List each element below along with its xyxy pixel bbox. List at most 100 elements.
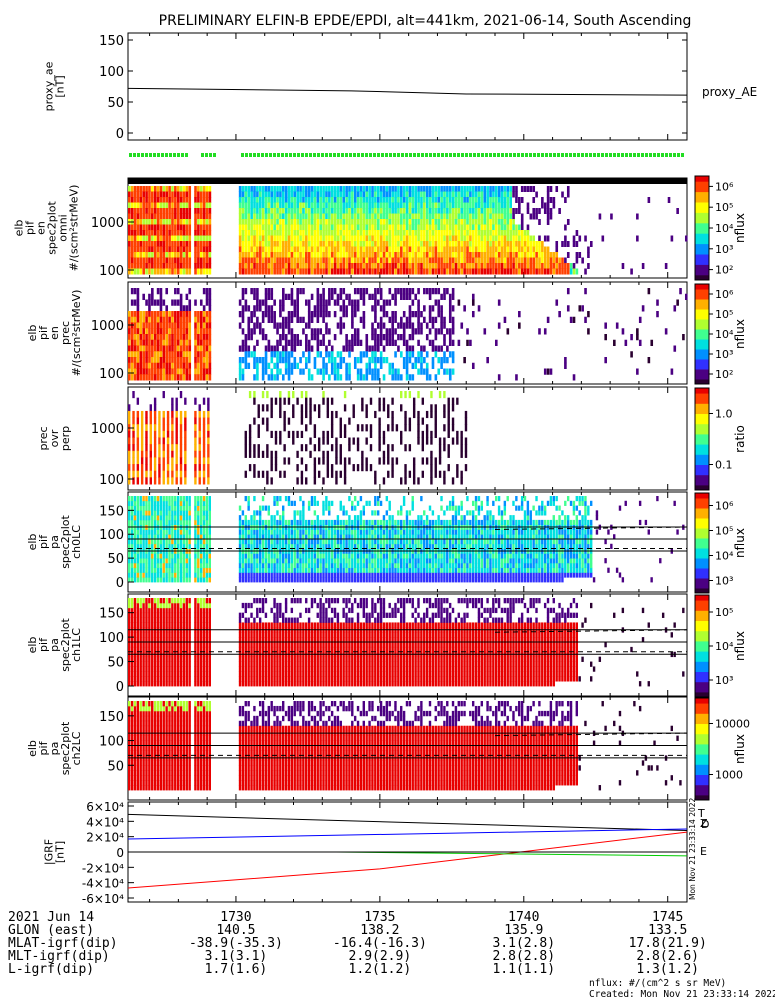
prec-pixel — [587, 311, 590, 318]
pa-pixel — [139, 515, 142, 521]
omni-pixel — [328, 186, 331, 192]
prec-pixel — [348, 339, 351, 346]
omni-pixel — [362, 208, 366, 214]
prec-pixel — [322, 334, 325, 341]
omni-pixel — [305, 208, 308, 214]
omni-pixel — [546, 257, 550, 264]
pa-pixel — [208, 572, 211, 578]
omni-pixel — [153, 252, 157, 258]
omni-pixel — [244, 202, 248, 209]
omni-pixel — [179, 241, 183, 247]
omni-pixel — [523, 230, 527, 236]
omni-pixel — [555, 263, 559, 269]
omni-pixel — [469, 186, 472, 192]
prec-pixel — [208, 357, 212, 364]
omni-pixel — [133, 224, 137, 231]
prec-pixel — [197, 362, 200, 369]
prec-pixel — [156, 311, 160, 318]
omni-pixel — [382, 213, 386, 220]
pa-pixel — [197, 572, 200, 578]
omni-pixel — [500, 224, 504, 231]
omni-pixel — [197, 230, 200, 236]
omni-pixel — [566, 252, 570, 258]
omni-pixel — [466, 202, 469, 209]
prec-pixel — [305, 345, 308, 352]
prec-pixel — [188, 351, 192, 358]
prec-pixel — [151, 368, 154, 375]
omni-pixel — [273, 263, 276, 269]
prec-pixel — [270, 293, 274, 300]
omni-pixel — [261, 235, 265, 242]
omni-pixel — [299, 202, 302, 209]
prec-pixel — [153, 362, 157, 369]
prec-pixel — [417, 305, 420, 312]
omni-pixel — [279, 263, 282, 269]
omni-pixel — [250, 241, 253, 247]
omni-pixel — [128, 197, 131, 203]
omni-pixel — [151, 197, 154, 203]
omni-pixel — [307, 252, 311, 258]
pa-pixel — [159, 529, 163, 535]
omni-pixel — [322, 186, 325, 192]
pa-pixel — [130, 567, 134, 573]
omni-pixel — [474, 191, 478, 198]
availability-dash — [445, 153, 448, 157]
prec-pixel — [194, 345, 197, 352]
prec-pixel — [310, 345, 314, 352]
prec-pixel — [549, 368, 553, 375]
omni-pixel — [486, 268, 489, 275]
prec-pixel — [202, 351, 206, 358]
omni-pixel — [437, 186, 441, 192]
availability-dash — [489, 153, 492, 157]
omni-pixel — [446, 197, 449, 203]
pa-pixel — [279, 539, 282, 545]
ratio-pixel — [292, 410, 295, 419]
pa-pixel — [162, 577, 165, 583]
ratio-pixel — [451, 437, 455, 445]
omni-pixel — [489, 224, 492, 231]
prec-pixel — [448, 316, 452, 323]
omni-pixel — [443, 224, 446, 231]
prec-pixel — [153, 299, 157, 306]
pa-pixel — [256, 572, 259, 578]
omni-pixel — [353, 213, 357, 220]
pa-pixel — [174, 510, 177, 516]
omni-pixel — [520, 186, 524, 192]
omni-pixel — [264, 241, 268, 247]
omni-pixel — [489, 257, 492, 264]
prec-ylabel-line: prec — [59, 321, 72, 345]
ratio-pixel — [266, 477, 269, 485]
omni-pixel — [276, 263, 279, 269]
pa-pixel — [185, 529, 188, 535]
pa-pixel — [281, 543, 285, 549]
availability-dash — [273, 153, 276, 157]
ratio-pixel — [400, 391, 403, 399]
prec-pixel — [159, 357, 163, 364]
omni-pixel — [302, 246, 305, 253]
prec-pixel — [319, 299, 323, 306]
ratio-pixel — [274, 450, 278, 458]
omni-pixel — [307, 186, 311, 192]
omni-pixel — [179, 263, 183, 269]
prec-pixel — [270, 345, 274, 352]
pa-pixel — [151, 558, 154, 564]
omni-pixel — [425, 208, 429, 214]
prec-pixel — [162, 311, 166, 318]
prec-pixel — [171, 334, 174, 341]
omni-pixel — [325, 257, 328, 264]
pa-pixel — [273, 515, 276, 521]
omni-pixel — [437, 246, 441, 253]
omni-pixel — [199, 263, 203, 269]
omni-pixel — [446, 224, 449, 231]
pa-pixel — [156, 553, 160, 559]
pa-pixel — [197, 567, 200, 573]
omni-pixel — [503, 252, 507, 258]
pa-pixel — [276, 567, 279, 573]
prec-pixel — [145, 316, 148, 323]
ratio-pixel — [339, 457, 342, 465]
prec-pixel — [379, 334, 383, 341]
omni-pixel — [342, 219, 346, 225]
omni-pixel — [299, 186, 302, 192]
prec-pixel — [342, 322, 346, 329]
pa-pixel — [205, 562, 209, 569]
